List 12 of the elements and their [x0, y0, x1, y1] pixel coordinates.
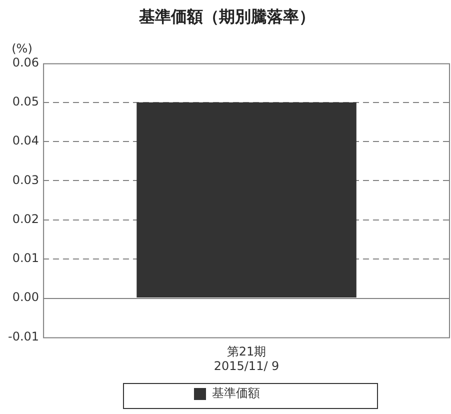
y-axis-title: (%)	[12, 41, 32, 56]
y-tick-label: 0.05	[12, 94, 40, 108]
y-tick-label: 0.03	[12, 172, 40, 187]
x-tick-label: 第21期 2015/11/ 9	[214, 344, 280, 373]
y-tick-label: 0.04	[12, 134, 40, 148]
legend-label: 基準価額	[212, 386, 260, 400]
chart-title: 基準価額（期別騰落率）	[138, 6, 315, 26]
y-tick-label: 0.06	[12, 55, 40, 70]
y-tick-label: 0.00	[12, 290, 40, 304]
y-tick-label: 0.02	[12, 212, 40, 226]
y-tick-label: 0.01	[12, 251, 40, 266]
y-tick-label: -0.01	[8, 329, 40, 344]
